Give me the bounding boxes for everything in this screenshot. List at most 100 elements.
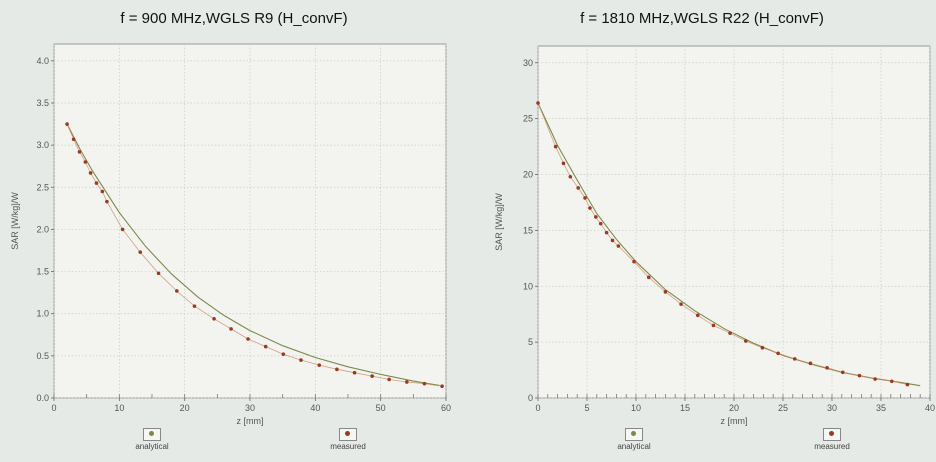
legend-measured[interactable]: measured [318, 428, 378, 451]
data-point-measured [281, 352, 286, 356]
data-point-measured [405, 380, 409, 384]
y-tick-label: 10 [523, 281, 533, 291]
data-point-measured [94, 181, 99, 185]
data-point-measured [105, 199, 109, 204]
data-point-measured [65, 122, 69, 126]
y-tick-label: 2.0 [36, 224, 49, 234]
data-point-measured [583, 196, 587, 200]
data-point-measured [370, 374, 374, 378]
data-point-measured [263, 344, 268, 349]
data-point-measured [840, 370, 845, 375]
data-point-measured [77, 150, 82, 154]
x-tick-label: 15 [680, 403, 690, 413]
y-tick-label: 2.5 [36, 182, 49, 192]
y-tick-label: 0.5 [36, 351, 49, 361]
x-tick-label: 40 [310, 403, 320, 413]
data-point-measured [711, 323, 716, 328]
data-point-measured [553, 144, 558, 149]
y-tick-label: 3.5 [36, 98, 49, 108]
data-point-measured [594, 215, 598, 219]
chart-panel-900mhz: f = 900 MHz,WGLS R9 (H_convF) 0 10 20 30 40 5… [10, 10, 451, 451]
x-tick-label: 10 [114, 403, 124, 413]
series-line-measured [537, 102, 908, 385]
data-point-measured [175, 289, 179, 293]
chart-panel-1810mhz: f = 1810 MHz,WGLS R22 (H_convF) 0 5 10 15 20… [468, 0, 936, 462]
x-tick-label: 30 [245, 403, 255, 413]
data-point-measured [695, 313, 700, 318]
data-point-measured [83, 160, 88, 164]
data-point-measured [760, 345, 765, 350]
y-tick-label: 5 [528, 337, 533, 347]
data-point-measured [598, 221, 603, 226]
data-point-measured [808, 361, 813, 366]
chart-title: f = 900 MHz,WGLS R9 (H_convF) [120, 10, 348, 27]
y-tick-label: 30 [523, 58, 533, 68]
y-tick-label: 0.0 [36, 393, 49, 403]
data-point-measured [120, 227, 125, 232]
x-axis-label: z [mm] [721, 416, 748, 426]
data-point-measured [561, 161, 566, 166]
legend-measured[interactable]: measured [802, 428, 862, 451]
data-point-measured [889, 379, 894, 384]
chart-title: f = 1810 MHz,WGLS R22 (H_convF) [580, 10, 824, 27]
y-axis-label: SAR [W/kg]/W [10, 192, 20, 250]
x-tick-label: 5 [584, 403, 589, 413]
data-point-measured [743, 339, 748, 343]
legend-swatch-measured [823, 428, 841, 441]
legend-analytical[interactable]: analytical [122, 428, 182, 451]
data-point-measured [440, 384, 444, 389]
data-point-measured [299, 358, 303, 362]
data-point-measured [335, 367, 339, 372]
y-tick-label: 4.0 [36, 56, 49, 66]
data-point-measured [728, 331, 732, 335]
data-point-measured [604, 230, 609, 235]
data-point-measured [212, 316, 216, 321]
y-tick-label: 20 [523, 170, 533, 180]
data-point-measured [229, 327, 233, 331]
legend-label-analytical: analytical [135, 442, 169, 451]
legend-label-analytical: analytical [617, 442, 651, 451]
chart-plot: 0 5 10 15 20 25 30 35 40 0 5 10 15 20 25 30 z [mm] SAR [W… [494, 45, 935, 426]
x-tick-label: 25 [778, 403, 788, 413]
data-point-measured [646, 275, 651, 280]
data-point-measured [536, 101, 540, 105]
x-tick-label: 20 [180, 403, 190, 413]
legend-analytical[interactable]: analytical [604, 428, 664, 451]
y-tick-label: 1.5 [36, 267, 49, 277]
data-point-measured [576, 186, 580, 190]
x-axis-label: z [mm] [237, 416, 264, 426]
x-tick-label: 30 [827, 403, 837, 413]
data-point-measured [88, 171, 93, 175]
data-point-measured [588, 206, 592, 210]
data-point-measured [387, 377, 391, 382]
legend-label-measured: measured [330, 442, 366, 451]
legend-label-measured: measured [814, 442, 850, 451]
x-tick-label: 50 [376, 403, 386, 413]
data-point-measured [568, 174, 573, 179]
data-point-measured [679, 302, 683, 306]
chart-plot: 0 10 20 30 40 50 60 0.0 0.5 1.0 1.5 2.0 2.5 3.0 3.5 4.0… [10, 43, 451, 426]
x-tick-label: 35 [876, 403, 886, 413]
data-point-measured [138, 250, 143, 254]
series-line-analytical [66, 123, 440, 386]
data-point-measured [873, 377, 877, 381]
x-tick-label: 10 [631, 403, 641, 413]
data-point-measured [616, 244, 621, 248]
legend-swatch-measured [339, 428, 357, 441]
data-point-measured [71, 137, 76, 142]
data-point-measured [825, 366, 829, 370]
y-tick-label: 15 [523, 225, 533, 235]
data-point-measured [192, 304, 197, 308]
x-tick-label: 0 [535, 403, 540, 413]
data-point-measured [792, 357, 797, 361]
data-point-measured [422, 381, 427, 386]
data-point-measured [317, 363, 322, 367]
y-axis-label: SAR [W/kg]/W [494, 193, 504, 251]
data-point-measured [246, 337, 250, 341]
legend-swatch-analytical [625, 428, 643, 441]
data-point-measured [776, 351, 780, 356]
y-tick-label: 0 [528, 393, 533, 403]
data-point-measured [352, 370, 357, 375]
data-point-measured [905, 382, 910, 387]
y-tick-label: 25 [523, 114, 533, 124]
